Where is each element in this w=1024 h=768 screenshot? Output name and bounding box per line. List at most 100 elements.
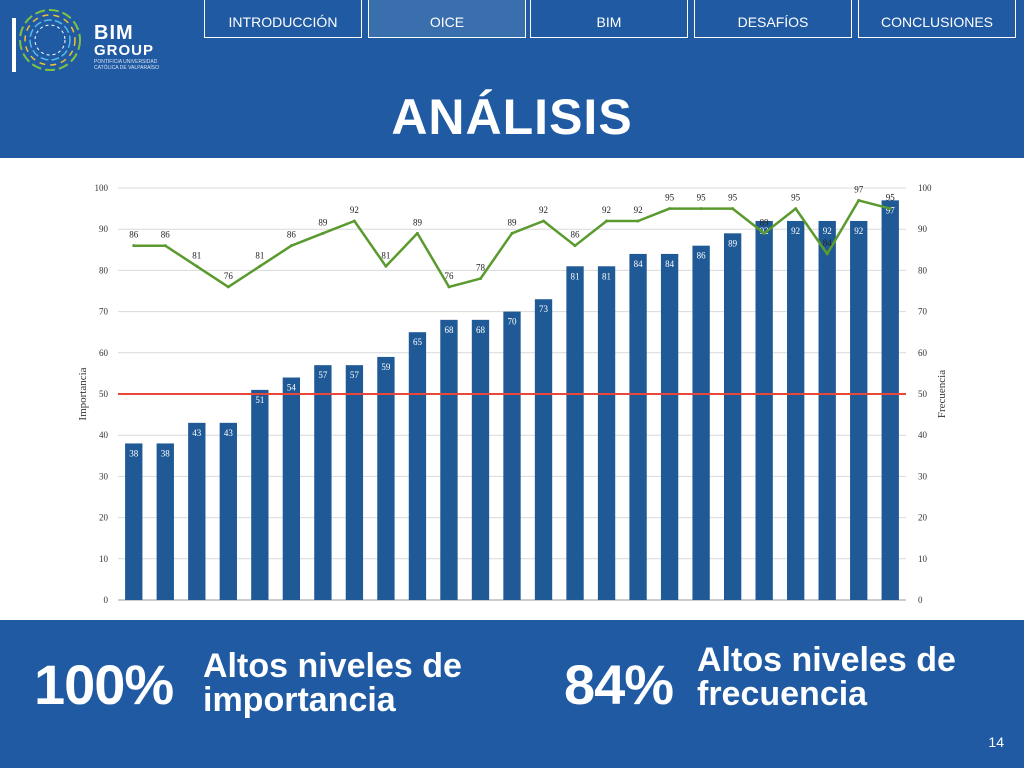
bar-value-label: 81 [571,271,580,281]
bar [314,365,332,600]
frequency-value-label: 95 [791,193,801,203]
frequency-point [195,264,199,268]
footer-band [0,620,1024,768]
bar [692,245,710,600]
bar-value-label: 92 [854,226,863,236]
frequency-point [447,285,451,289]
y2-tick-label: 90 [918,224,928,234]
frequency-point [415,231,419,235]
y-axis-title: Importancia [77,367,89,420]
y-tick-label: 40 [99,430,109,440]
frequency-value-label: 95 [886,193,896,203]
frequency-value-label: 92 [539,205,548,215]
y2-axis-title: Frecuencia [936,370,948,418]
bar-value-label: 92 [760,226,769,236]
y2-tick-label: 30 [918,471,928,481]
frequency-value-label: 89 [413,217,423,227]
bar-value-label: 38 [161,448,171,458]
bar-value-label: 92 [823,226,832,236]
frequency-point [163,244,167,248]
tab-conclusiones[interactable]: CONCLUSIONES [858,0,1016,38]
bar [566,266,584,600]
bar-value-label: 84 [665,259,675,269]
frequency-value-label: 81 [255,250,264,260]
importance-caption-line1: Altos niveles de [203,647,462,685]
frequency-point [668,207,672,211]
bar-value-label: 68 [444,325,454,335]
bar [408,332,427,600]
bar-value-label: 65 [413,337,423,347]
frequency-value-label: 89 [318,217,328,227]
frequency-value-label: 89 [508,217,518,227]
bar-value-label: 86 [697,251,707,261]
frequency-point [636,219,640,223]
frequency-point [258,264,262,268]
frequency-value-label: 92 [602,205,611,215]
tab-desafios[interactable]: DESAFÍOS [694,0,852,38]
combo-chart: 0 0 10 10 20 20 30 30 40 40 50 50 60 60 70 70 80 80 90 90 10… [77,183,948,605]
bar-value-label: 97 [886,205,896,215]
y2-tick-label: 60 [918,348,928,358]
frequency-value-label: 86 [161,230,171,240]
bar [125,443,143,600]
frequency-caption-line2: frecuencia [697,675,868,713]
importance-caption-line2: importancia [203,681,396,719]
frequency-caption-line1: Altos niveles de [697,641,956,679]
tab-bim[interactable]: BIM [530,0,688,38]
bar [282,377,301,600]
logo-title: BIM [94,22,134,44]
bar [850,220,868,600]
bim-group-logo: BIM GROUP PONTIFICIA UNIVERSIDAD CATÓLIC… [12,4,182,76]
bar-value-label: 84 [634,259,644,269]
bar [188,422,206,600]
frequency-value-label: 92 [350,205,359,215]
y2-tick-label: 0 [918,595,923,605]
bar-value-label: 70 [508,317,518,327]
bar-value-label: 73 [539,304,549,314]
bar [755,220,773,600]
frequency-point [731,207,735,211]
bar-value-label: 54 [287,383,297,393]
y2-tick-label: 70 [918,307,928,317]
bar [629,253,647,601]
bar-value-label: 89 [728,238,738,248]
y-tick-label: 30 [99,471,109,481]
frequency-point [132,244,136,248]
y-tick-label: 100 [95,183,109,193]
frequency-value-label: 97 [854,184,864,194]
page-title: ANÁLISIS [391,89,633,145]
frequency-point [762,231,766,235]
y-tick-label: 70 [99,307,109,317]
bar [881,200,899,601]
y-tick-label: 20 [99,513,109,523]
bar [440,319,458,600]
logo-subtitle: GROUP [94,42,155,59]
frequency-value-label: 84 [823,238,833,248]
bar-value-label: 43 [224,428,234,438]
tab-introduccion[interactable]: INTRODUCCIÓN [204,0,362,38]
frequency-value-label: 95 [697,193,707,203]
frequency-value-label: 95 [665,193,675,203]
bar [251,389,269,600]
bar-value-label: 57 [350,370,360,380]
bar-value-label: 59 [381,362,391,372]
bar [345,365,364,600]
bar-value-label: 38 [129,448,139,458]
bar [660,253,679,601]
frequency-percentage: 84% [564,653,674,716]
frequency-point [226,285,230,289]
frequency-value-label: 92 [634,205,643,215]
frequency-value-label: 81 [192,250,201,260]
frequency-point [573,244,577,248]
bar [534,299,553,600]
frequency-line [133,199,891,289]
frequency-point [478,277,482,281]
bar-value-label: 92 [791,226,800,236]
frequency-point [321,231,325,235]
frequency-value-label: 89 [760,217,770,227]
frequency-value-label: 81 [381,250,390,260]
bar-value-label: 68 [476,325,486,335]
frequency-value-label: 86 [287,230,297,240]
tab-oice[interactable]: OICE [368,0,526,38]
y2-tick-label: 80 [918,265,928,275]
